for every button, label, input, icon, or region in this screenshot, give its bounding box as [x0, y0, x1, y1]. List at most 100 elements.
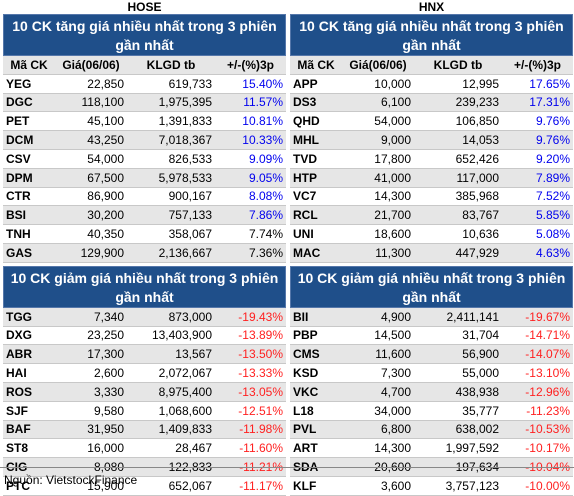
hose-losers-table: TGG 7,340 873,000 -19.43% DXG 23,250 13,403,90… [3, 307, 286, 496]
column-header: KLGD tb [414, 56, 502, 75]
stock-code: KSD [290, 363, 342, 383]
price-cell: 54,000 [55, 149, 127, 169]
volume-cell: 83,767 [414, 205, 502, 226]
change-cell: -13.50% [215, 344, 286, 365]
stock-code: MAC [290, 243, 342, 263]
change-cell: -11.23% [502, 401, 573, 421]
change-cell: -12.51% [215, 401, 286, 421]
hnx-gainers-table: Mã CK Giá(06/06) KLGD tb +/-(%)3p APP 10,000 1… [290, 56, 573, 263]
table-row: BAF 31,950 1,409,833 -11.98% [3, 420, 286, 440]
table-row: SJF 9,580 1,068,600 -12.51% [3, 401, 286, 421]
change-cell: -19.67% [502, 307, 573, 327]
change-cell: 5.85% [502, 205, 573, 226]
volume-cell: 757,133 [127, 205, 215, 226]
price-cell: 86,900 [55, 187, 127, 207]
table-row: YEG 22,850 619,733 15.40% [3, 74, 286, 94]
price-cell: 21,700 [342, 205, 414, 226]
change-cell: 11.57% [215, 93, 286, 113]
table-row: HAI 2,600 2,072,067 -13.33% [3, 363, 286, 383]
change-cell: 10.81% [215, 111, 286, 132]
change-cell: 9.09% [215, 149, 286, 169]
table-row: KSD 7,300 55,000 -13.10% [290, 363, 573, 383]
stock-code: DGC [3, 93, 55, 113]
price-cell: 67,500 [55, 168, 127, 188]
price-cell: 6,100 [342, 93, 414, 113]
change-cell: 8.08% [215, 187, 286, 207]
stock-code: ST8 [3, 438, 55, 459]
stock-code: TVD [290, 149, 342, 169]
volume-cell: 13,403,900 [127, 326, 215, 346]
price-cell: 9,580 [55, 401, 127, 421]
change-cell: 10.33% [215, 130, 286, 150]
price-cell: 3,330 [55, 382, 127, 402]
volume-cell: 28,467 [127, 438, 215, 459]
table-row: CMS 11,600 56,900 -14.07% [290, 344, 573, 365]
price-cell: 4,900 [342, 307, 414, 327]
price-cell: 11,300 [342, 243, 414, 263]
price-cell: 11,600 [342, 344, 414, 365]
volume-cell: 239,233 [414, 93, 502, 113]
column-header: +/-(%)3p [502, 56, 573, 75]
change-cell: 9.20% [502, 149, 573, 169]
stock-code: RCL [290, 205, 342, 226]
volume-cell: 1,409,833 [127, 420, 215, 440]
table-row: GAS 129,900 2,136,667 7.36% [3, 243, 286, 263]
volume-cell: 873,000 [127, 307, 215, 327]
hose-column: HOSE 10 CK tăng giá nhiều nhất trong 3 ph… [3, 0, 286, 496]
change-cell: -11.98% [215, 420, 286, 440]
change-cell: 7.52% [502, 187, 573, 207]
volume-cell: 35,777 [414, 401, 502, 421]
volume-cell: 900,167 [127, 187, 215, 207]
price-cell: 16,000 [55, 438, 127, 459]
table-row: TNH 40,350 358,067 7.74% [3, 224, 286, 244]
price-cell: 22,850 [55, 74, 127, 94]
change-cell: -10.00% [502, 476, 573, 496]
price-cell: 14,300 [342, 438, 414, 459]
volume-cell: 652,426 [414, 149, 502, 169]
price-cell: 18,600 [342, 224, 414, 244]
change-cell: 7.89% [502, 168, 573, 188]
table-row: UNI 18,600 10,636 5.08% [290, 224, 573, 244]
table-row: HTP 41,000 117,000 7.89% [290, 168, 573, 188]
table-row: VKC 4,700 438,938 -12.96% [290, 382, 573, 402]
volume-cell: 638,002 [414, 420, 502, 440]
volume-cell: 13,567 [127, 344, 215, 365]
change-cell: -11.17% [215, 476, 286, 496]
table-row: CSV 54,000 826,533 9.09% [3, 149, 286, 169]
table-header-row: Mã CK Giá(06/06) KLGD tb +/-(%)3p [290, 56, 573, 75]
change-cell: -13.89% [215, 326, 286, 346]
price-cell: 7,340 [55, 307, 127, 327]
price-cell: 34,000 [342, 401, 414, 421]
volume-cell: 1,975,395 [127, 93, 215, 113]
change-cell: 17.31% [502, 93, 573, 113]
price-cell: 45,100 [55, 111, 127, 132]
column-header: +/-(%)3p [215, 56, 286, 75]
hose-gainers-table: Mã CK Giá(06/06) KLGD tb +/-(%)3p YEG 22,850 6… [3, 56, 286, 263]
stock-code: PBP [290, 326, 342, 346]
change-cell: -10.17% [502, 438, 573, 459]
table-row: PBP 14,500 31,704 -14.71% [290, 326, 573, 346]
hose-gainers-header: 10 CK tăng giá nhiều nhất trong 3 phiên … [3, 14, 286, 56]
hose-losers-header: 10 CK giảm giá nhiều nhất trong 3 phiên … [3, 265, 286, 308]
table-row: PET 45,100 1,391,833 10.81% [3, 111, 286, 132]
table-row: QHD 54,000 106,850 9.76% [290, 111, 573, 132]
stock-code: APP [290, 74, 342, 94]
volume-cell: 5,978,533 [127, 168, 215, 188]
stock-code: ROS [3, 382, 55, 402]
table-row: ART 14,300 1,997,592 -10.17% [290, 438, 573, 459]
price-cell: 40,350 [55, 224, 127, 244]
table-row: RCL 21,700 83,767 5.85% [290, 205, 573, 226]
price-cell: 31,950 [55, 420, 127, 440]
price-cell: 2,600 [55, 363, 127, 383]
stock-code: VC7 [290, 187, 342, 207]
stock-code: HAI [3, 363, 55, 383]
price-cell: 17,800 [342, 149, 414, 169]
volume-cell: 2,072,067 [127, 363, 215, 383]
volume-cell: 55,000 [414, 363, 502, 383]
stock-code: ART [290, 438, 342, 459]
table-row: DGC 118,100 1,975,395 11.57% [3, 93, 286, 113]
stock-code: DPM [3, 168, 55, 188]
price-cell: 14,500 [342, 326, 414, 346]
stock-code: TNH [3, 224, 55, 244]
change-cell: 7.74% [215, 224, 286, 244]
